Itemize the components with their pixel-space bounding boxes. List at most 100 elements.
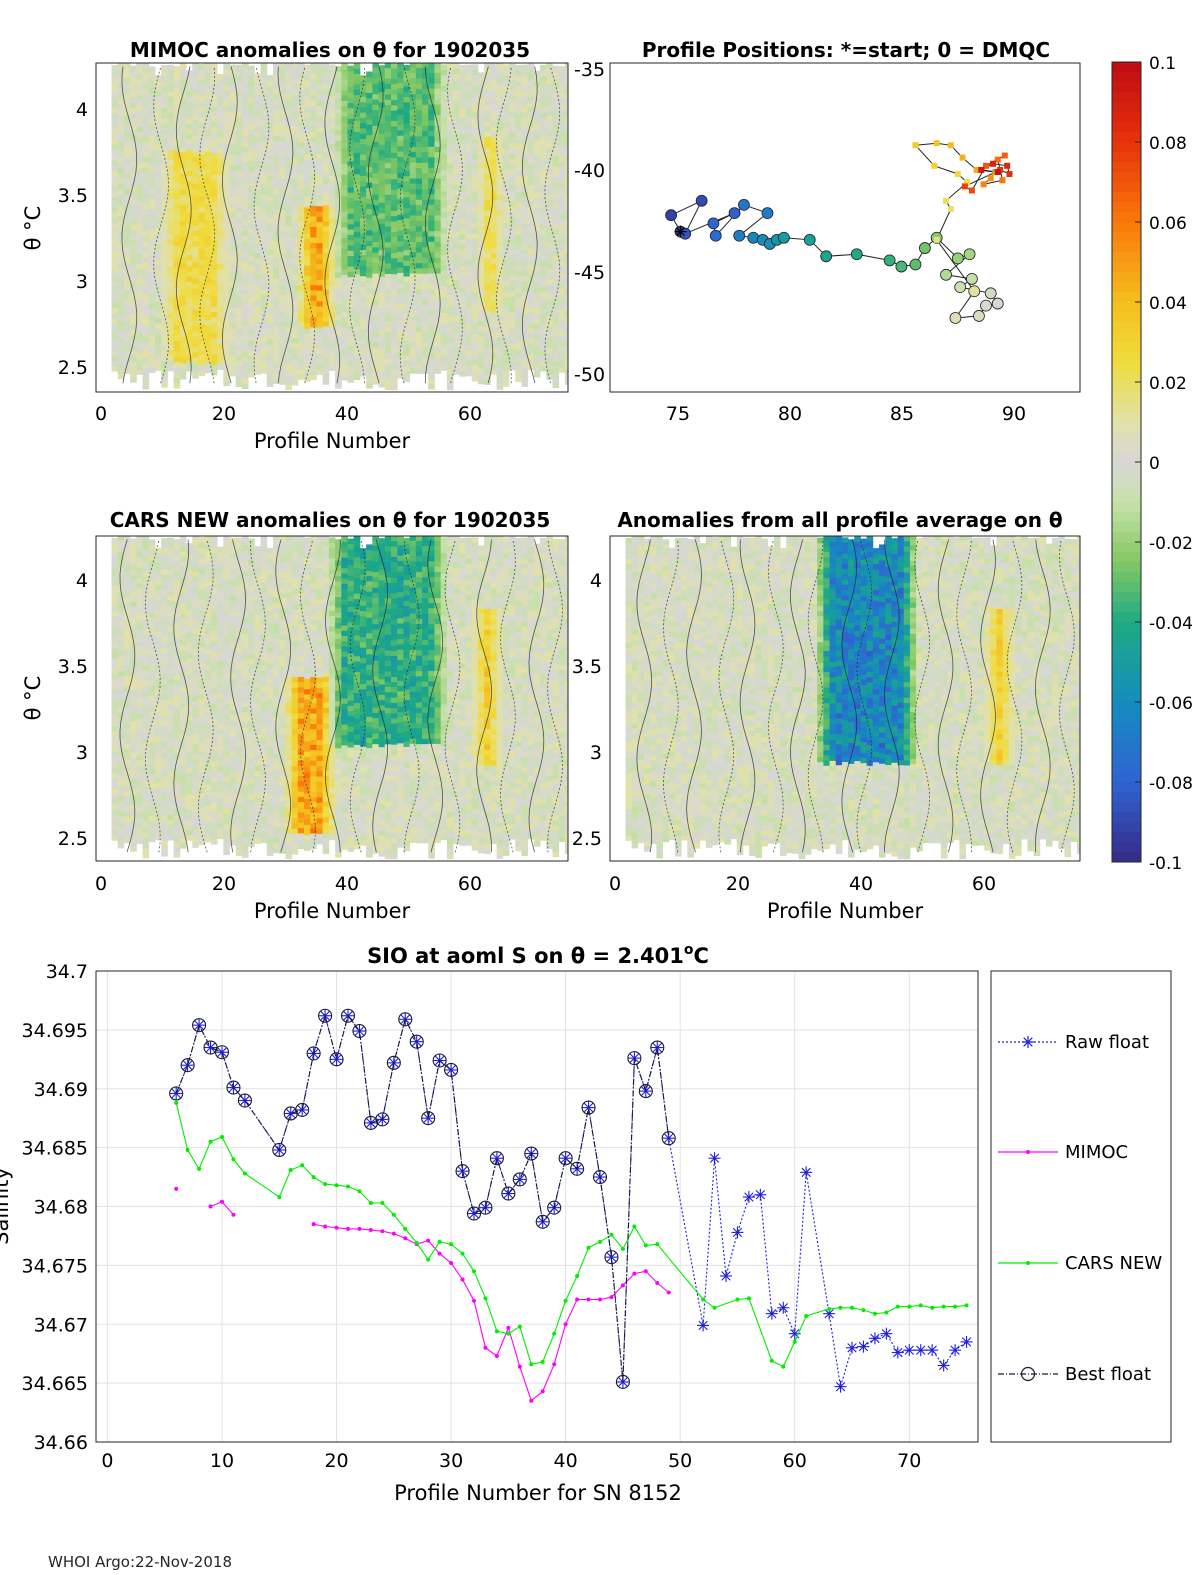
heatmap-cell <box>304 170 311 176</box>
heatmap-cell <box>459 159 466 166</box>
heatmap-cell <box>490 226 497 233</box>
heatmap-cell <box>558 277 566 284</box>
heatmap-cell <box>130 366 137 373</box>
heatmap-cell <box>148 208 156 215</box>
heatmap-cell <box>304 91 311 97</box>
heatmap-cell <box>540 181 547 187</box>
heatmap-cell <box>378 239 386 246</box>
heatmap-cell <box>527 63 535 70</box>
heatmap-cell <box>552 271 560 278</box>
heatmap-cell <box>397 119 404 126</box>
heatmap-cell <box>235 328 243 335</box>
heatmap-cell <box>546 374 553 380</box>
heatmap-cell <box>490 279 497 285</box>
positions-xtick: 85 <box>890 403 914 425</box>
heatmap-cell <box>123 257 131 264</box>
heatmap-cell <box>136 136 143 143</box>
heatmap-cell <box>359 75 367 81</box>
heatmap-cell <box>490 210 497 217</box>
heatmap-cell <box>291 332 299 339</box>
heatmap-cell <box>235 80 243 87</box>
heatmap-cell <box>428 236 435 242</box>
heatmap-cell <box>198 238 206 245</box>
heatmap-cell <box>509 222 516 228</box>
heatmap-cell <box>453 342 460 349</box>
heatmap-cell <box>117 618 125 625</box>
contour-line <box>153 66 169 384</box>
heatmap-cell <box>130 710 137 717</box>
heatmap-cell <box>440 169 448 176</box>
heatmap-cell <box>210 274 218 281</box>
heatmap-cell <box>496 125 504 132</box>
heatmap-cell <box>266 323 274 329</box>
heatmap-cell <box>440 280 448 287</box>
heatmap-cell <box>409 178 417 184</box>
heatmap-cell <box>353 374 361 381</box>
heatmap-cell <box>521 180 529 187</box>
heatmap-cell <box>564 336 568 343</box>
heatmap-cell <box>179 152 187 158</box>
heatmap-cell <box>490 289 497 296</box>
heatmap-cell <box>117 681 125 687</box>
heatmap-cell <box>235 117 243 124</box>
heatmap-cell <box>409 151 417 158</box>
heatmap-cell <box>558 66 566 72</box>
heatmap-cell <box>229 280 237 287</box>
heatmap-cell <box>297 347 305 354</box>
heatmap-cell <box>415 289 423 295</box>
heatmap-cell <box>564 379 568 385</box>
heatmap-cell <box>192 77 199 84</box>
heatmap-cell <box>477 241 485 248</box>
heatmap-cell <box>403 313 411 319</box>
heatmap-cell <box>136 817 143 824</box>
heatmap-cell <box>415 252 423 258</box>
heatmap-cell <box>328 233 336 239</box>
colorbar-segment <box>1112 332 1141 343</box>
heatmap-cell <box>471 254 479 261</box>
heatmap-cell <box>434 114 442 121</box>
heatmap-cell <box>142 581 150 588</box>
heatmap-cell <box>502 74 510 81</box>
heatmap-cell <box>428 241 435 248</box>
heatmap-cell <box>155 85 162 92</box>
heatmap-cell <box>347 171 355 177</box>
heatmap-cell <box>415 67 423 74</box>
heatmap-cell <box>161 123 168 129</box>
heatmap-cell <box>496 289 504 295</box>
heatmap-cell <box>453 321 460 328</box>
heatmap-cell <box>409 310 417 316</box>
heatmap-cell <box>422 194 429 200</box>
heatmap-cell <box>198 259 206 266</box>
heatmap-cell <box>440 296 448 303</box>
heatmap-cell <box>217 274 224 281</box>
heatmap-cell <box>459 202 466 208</box>
heatmap-cell <box>347 234 355 241</box>
heatmap-cell <box>173 272 181 278</box>
heatmap-cell <box>316 110 324 117</box>
heatmap-cell <box>297 73 305 79</box>
heatmap-cell <box>397 114 404 120</box>
heatmap-cell <box>409 315 417 321</box>
heatmap-cell <box>111 297 119 303</box>
heatmap-cell <box>564 168 568 174</box>
heatmap-cell <box>291 369 299 376</box>
heatmap-cell <box>465 106 473 113</box>
heatmap-cell <box>142 288 150 295</box>
heatmap-cell <box>521 170 529 176</box>
heatmap-cell <box>192 66 199 73</box>
heatmap-cell <box>291 221 299 228</box>
heatmap-cell <box>130 762 137 769</box>
heatmap-cell <box>366 256 373 262</box>
heatmap-cell <box>502 127 510 134</box>
heatmap-cell <box>248 334 255 341</box>
heatmap-cell <box>248 324 255 330</box>
heatmap-cell <box>142 383 150 390</box>
heatmap-cell <box>484 252 491 259</box>
heatmap-cell <box>235 376 243 382</box>
heatmap-cell <box>546 110 553 116</box>
heatmap-cell <box>155 101 162 107</box>
heatmap-cell <box>130 239 137 246</box>
heatmap-cell <box>397 98 404 105</box>
heatmap-cell <box>366 224 373 231</box>
heatmap-cell <box>372 204 379 211</box>
